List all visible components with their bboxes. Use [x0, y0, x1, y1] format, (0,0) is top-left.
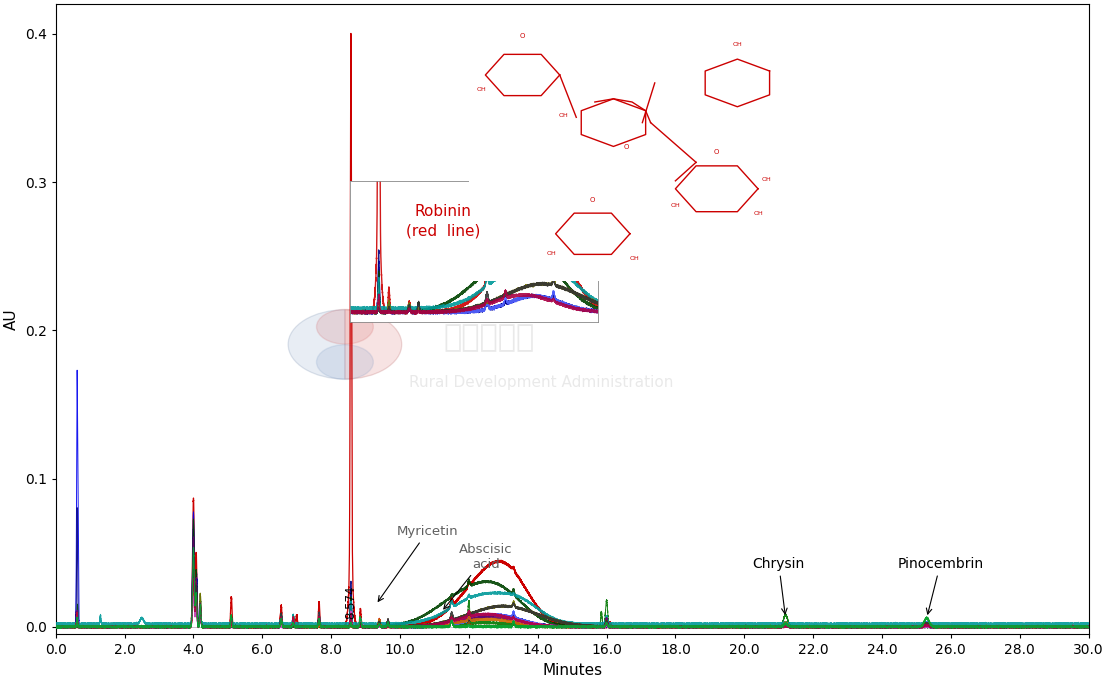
Text: Pinocembrin: Pinocembrin [897, 557, 984, 614]
Text: Abscisic
acid: Abscisic acid [444, 542, 513, 609]
X-axis label: Minutes: Minutes [542, 663, 602, 678]
Text: 8.574: 8.574 [345, 586, 358, 619]
Text: 농초진흥청: 농초진흥청 [444, 324, 535, 353]
Text: Chrysin: Chrysin [752, 557, 804, 614]
Wedge shape [288, 310, 345, 379]
Text: Robinin
(red  line): Robinin (red line) [406, 204, 480, 239]
Text: Myricetin: Myricetin [378, 525, 459, 602]
Circle shape [317, 310, 373, 344]
Wedge shape [345, 310, 402, 379]
Text: Rural Development Administration: Rural Development Administration [409, 374, 674, 389]
Y-axis label: AU: AU [4, 308, 19, 330]
Circle shape [317, 344, 373, 379]
